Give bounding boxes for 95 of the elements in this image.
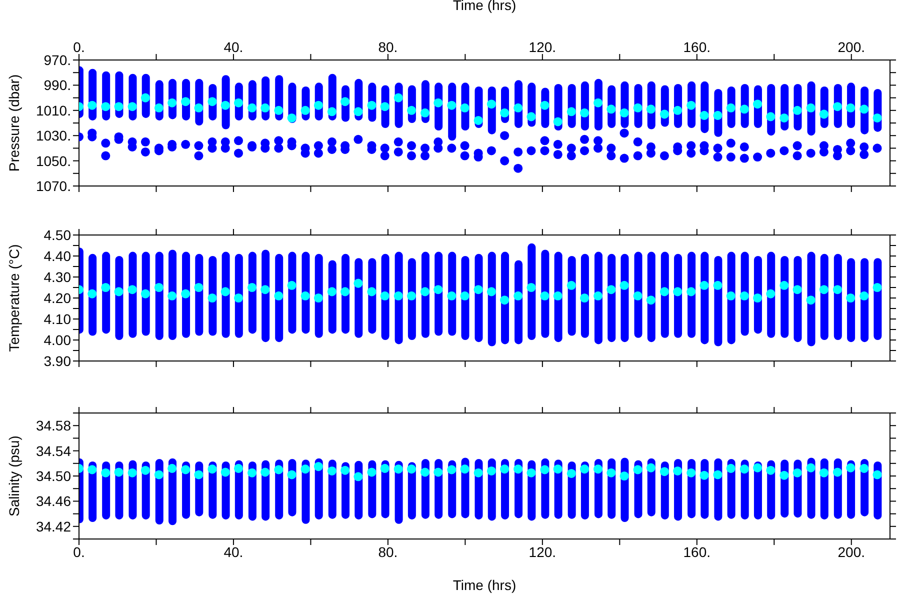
x2-axis-title: Time (hrs) [452,0,516,13]
x2-tick-label: 40. [224,39,244,55]
x-tick-label: 200. [838,544,866,560]
y-tick-label: 4.40 [44,248,72,264]
y-axis-title: Pressure (dbar) [6,74,22,172]
bar [514,260,523,344]
bar [834,254,842,340]
bar [314,254,323,338]
bar [580,254,589,338]
bar [155,252,164,340]
x-tick-label: 160. [683,544,711,560]
bar [608,254,616,342]
y-tick-label: 3.90 [44,352,72,369]
bar [381,254,390,340]
y-tick-label: 1030. [36,128,71,144]
y-tick-label: 1010. [36,102,71,118]
bar [688,252,696,338]
bar [847,258,856,342]
y-axis-title: Salinity (psu) [6,436,22,516]
bar [128,252,137,338]
bar [302,252,310,334]
y-tick-label: 4.20 [44,290,72,306]
y-axis-title: Temperature (°C) [6,244,22,352]
bar [541,250,550,338]
x2-tick-label: 160. [683,39,711,55]
x2-tick-label: 0. [73,39,85,55]
bar [394,252,403,344]
bar [115,256,124,340]
bar [740,252,749,336]
bar [275,254,284,342]
y-tick-label: 1070. [36,178,71,194]
x-tick-label: 80. [378,544,398,560]
bar [660,252,669,338]
bar [568,256,576,336]
bar [501,252,510,344]
bar [168,250,177,340]
bar [461,256,470,340]
bar [195,254,204,336]
x-tick-label: 40. [224,544,244,560]
bar [780,256,789,338]
x2-tick-label: 120. [528,39,556,55]
bar [807,252,816,346]
y-tick-label: 34.46 [36,493,72,510]
bar [727,252,736,344]
x-tick-label: 120. [528,544,556,560]
y-tick-label: 34.50 [36,468,72,484]
bar [794,256,802,342]
y-tick-label: 34.54 [36,442,72,459]
bar [182,252,190,338]
bar [820,254,828,340]
y-tick-label: 34.42 [36,518,72,534]
y-tick-label: 990. [44,77,71,94]
bar [860,258,869,342]
bar [714,256,722,346]
bar [421,252,430,338]
y-tick-label: 970. [44,52,71,68]
bar [647,252,656,342]
bar [594,252,602,344]
bar [262,250,270,342]
bar [700,252,709,344]
bar [222,252,230,338]
bar [102,252,110,334]
bar [354,258,363,338]
bar [342,254,350,334]
bar [448,252,456,336]
bar [234,254,243,338]
x-axis-title: Time (hrs) [452,577,516,593]
bar [767,252,776,338]
bar [288,252,296,334]
bar [620,254,629,342]
bar [408,258,416,340]
bar [88,254,97,336]
bar [208,256,217,336]
bar [474,254,483,342]
y-tick-label: 4.00 [44,332,72,348]
bar [142,252,150,336]
y-tick-label: 1050. [36,152,71,169]
y-tick-label: 34.58 [36,418,72,434]
bar [674,254,682,338]
bar [634,252,642,338]
x-tick-label: 0. [73,544,85,560]
bar [368,258,376,334]
x2-tick-label: 200. [838,39,866,55]
bar [328,260,336,334]
bar [434,252,443,336]
y-tick-label: 4.10 [44,310,72,327]
bar [754,256,762,334]
bar [528,243,536,340]
bar [248,252,256,334]
y-tick-label: 4.50 [44,226,72,243]
y-tick-label: 4.30 [44,268,72,285]
bar [874,258,882,340]
x2-tick-label: 80. [378,39,398,55]
bar [554,252,562,342]
bar [488,252,496,346]
